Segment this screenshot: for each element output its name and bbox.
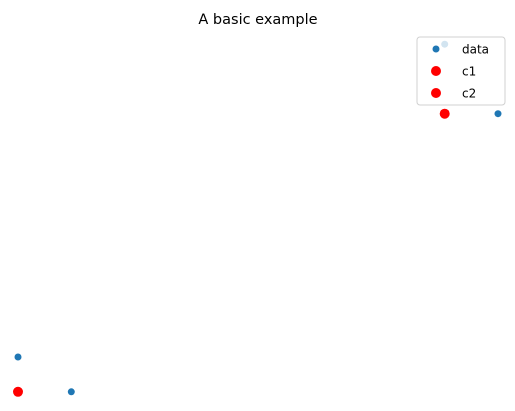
- legend-frame: [416, 36, 506, 106]
- legend-items: data c1 c2: [431, 43, 489, 101]
- point-c2-0: [439, 108, 450, 119]
- legend-label-c2: c2: [462, 87, 476, 101]
- chart-title: A basic example: [198, 12, 317, 28]
- legend-marker-c2: [431, 88, 441, 98]
- point-c1-0: [13, 386, 23, 397]
- legend: data c1 c2: [416, 36, 506, 106]
- legend-label-c1: c1: [462, 65, 476, 79]
- legend-label-data: data: [462, 43, 489, 57]
- point-data-1: [67, 388, 75, 396]
- point-data-3: [494, 110, 502, 118]
- legend-marker-c1: [431, 66, 441, 76]
- legend-marker-data: [432, 45, 440, 53]
- point-data-0: [14, 353, 22, 361]
